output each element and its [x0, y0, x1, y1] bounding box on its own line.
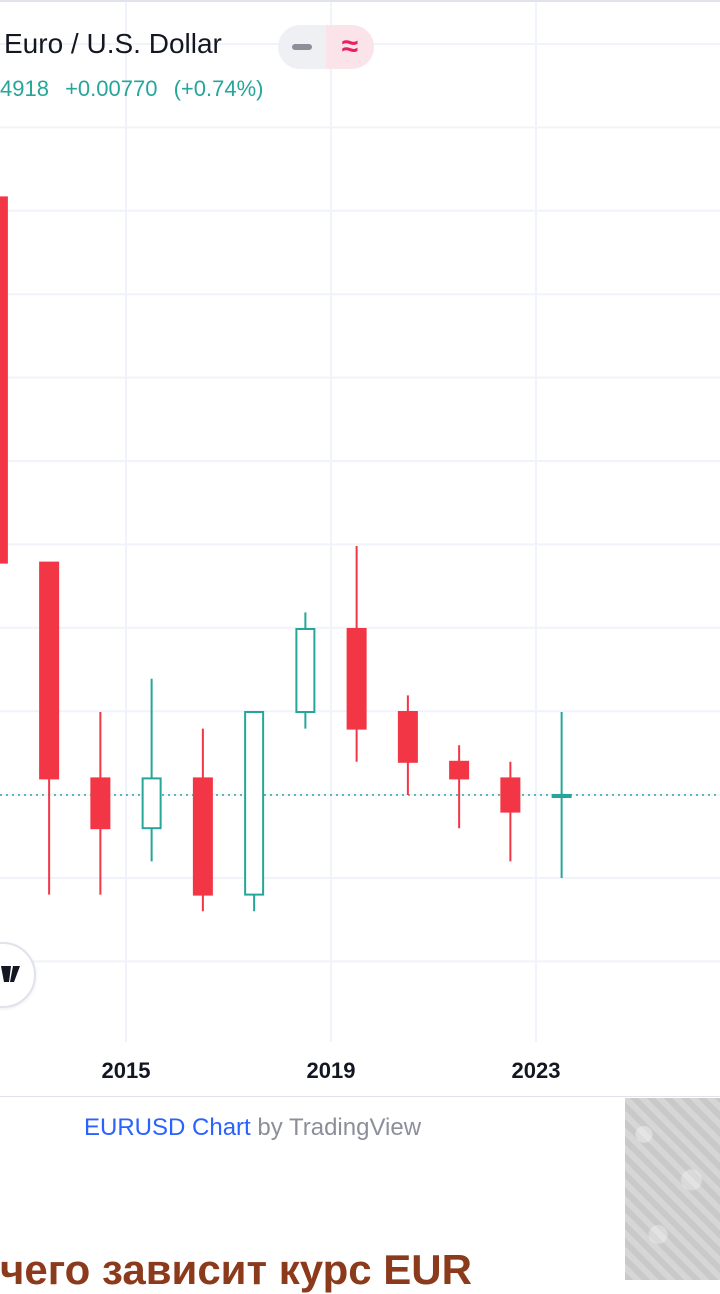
candle-body-down [397, 711, 418, 763]
candle-body-down [449, 760, 470, 780]
candle-body-down [192, 777, 213, 896]
candle-body-up [244, 711, 265, 896]
candle-body-up [295, 628, 316, 713]
candle-body-down [500, 777, 521, 813]
side-decorative-image [625, 1098, 720, 1280]
attribution-bar [0, 1096, 720, 1281]
symbol-title: Euro / U.S. Dollar [4, 28, 222, 59]
minus-icon[interactable] [278, 25, 326, 69]
candle-body-up [141, 777, 162, 830]
chart-attribution: EURUSD Chart by TradingView [84, 1114, 421, 1142]
approx-icon[interactable]: ≈ [326, 25, 374, 69]
chart-style-toggle[interactable]: ≈ [278, 25, 374, 69]
eurusd-chart-link[interactable]: EURUSD Chart [84, 1114, 251, 1141]
price-quote: 4918 +0.00770 (+0.74%) [0, 76, 263, 102]
x-axis-tick-label: 2015 [102, 1058, 151, 1083]
x-axis-tick-label: 2019 [307, 1058, 356, 1083]
candle-body-down [346, 628, 367, 730]
tradingview-credit[interactable]: by TradingView [257, 1114, 422, 1141]
price-change-percent: (+0.74%) [173, 76, 264, 101]
chart-panel[interactable]: 2015 2019 2023 Euro / U.S. Dollar ≈ 4918 +… [0, 0, 720, 1096]
x-axis-tick-label: 2023 [512, 1058, 561, 1083]
candlestick-chart[interactable]: 2015 2019 2023 [0, 2, 720, 1098]
article-heading: чего зависит курс EUR [0, 1246, 472, 1293]
candle-body-down [0, 196, 8, 564]
candle-body-down [39, 561, 60, 780]
last-price: 4918 [0, 76, 49, 101]
candle-body-up [551, 794, 572, 798]
price-change: +0.00770 [65, 76, 158, 101]
candle-body-down [90, 777, 111, 830]
